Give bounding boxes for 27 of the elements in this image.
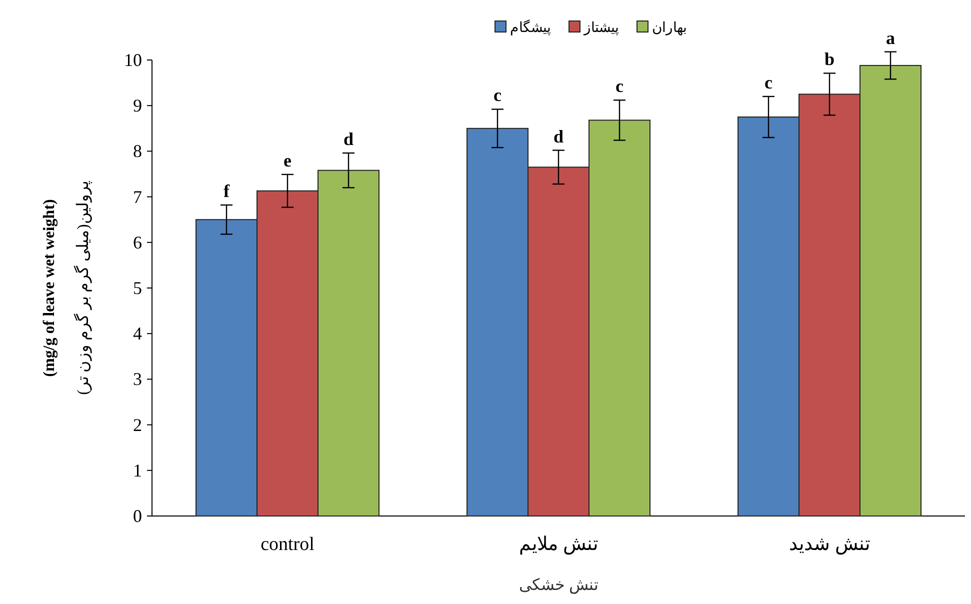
legend-label: بهاران bbox=[652, 21, 687, 36]
legend-label: پیشگام bbox=[510, 19, 551, 36]
data-label: c bbox=[616, 76, 624, 96]
data-label: f bbox=[224, 181, 230, 202]
y-tick-label: 7 bbox=[133, 186, 142, 207]
legend-label: پیشتاز bbox=[583, 21, 619, 36]
y-tick-label: 1 bbox=[133, 460, 142, 480]
data-label: c bbox=[494, 85, 502, 106]
y-tick-label: 5 bbox=[133, 278, 142, 298]
data-label: d bbox=[553, 126, 564, 146]
data-label: e bbox=[284, 150, 292, 170]
x-tick-label: control bbox=[260, 534, 314, 555]
y-tick-label: 0 bbox=[133, 506, 142, 526]
y-tick-label: 9 bbox=[133, 96, 142, 116]
data-label: a bbox=[886, 28, 895, 48]
y-tick-label: 8 bbox=[133, 141, 142, 162]
y-tick-label: 2 bbox=[133, 414, 142, 435]
data-label: c bbox=[764, 72, 772, 92]
y-tick-label: 6 bbox=[133, 232, 142, 252]
x-axis-title: تنش خشکی bbox=[519, 577, 598, 594]
data-label: b bbox=[824, 49, 835, 70]
y-tick-label: 10 bbox=[124, 50, 142, 70]
data-label: d bbox=[343, 129, 354, 150]
y-tick-label: 3 bbox=[133, 369, 142, 390]
x-tick-label: تنش ملایم bbox=[519, 534, 598, 555]
x-tick-label: تنش شدید bbox=[789, 534, 870, 555]
y-tick-label: 4 bbox=[133, 324, 142, 344]
